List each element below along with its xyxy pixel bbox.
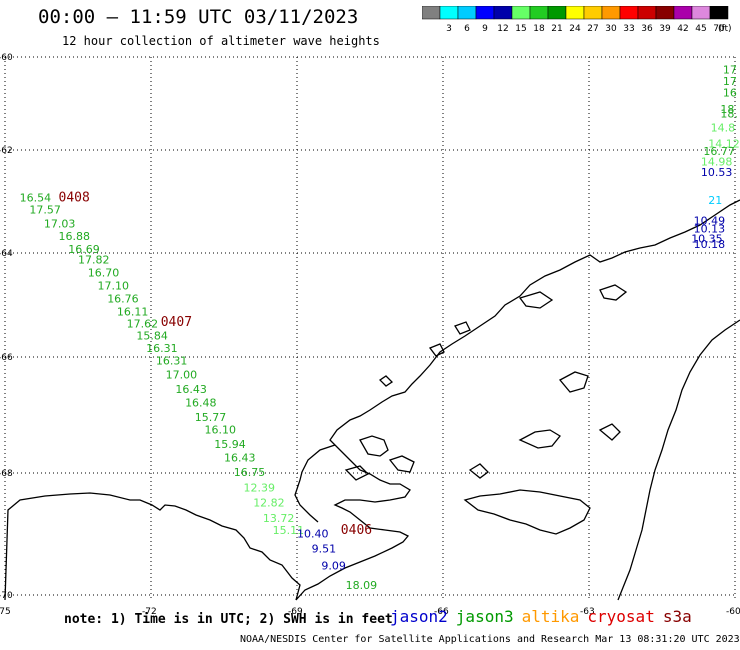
swh-value: 16.77 bbox=[703, 145, 735, 158]
colorbar-tick-label: 45 bbox=[695, 24, 706, 34]
swh-value: 10.13 bbox=[694, 222, 726, 235]
time-label: 0408 bbox=[59, 191, 90, 206]
swh-value: 16.48 bbox=[185, 396, 217, 409]
lon-tick-label: -60 bbox=[726, 607, 740, 617]
satellite-cryosat: cryosat bbox=[587, 607, 655, 626]
swh-value: 17 bbox=[723, 75, 737, 88]
swh-value: 16 bbox=[723, 87, 737, 100]
swh-value: 14.8 bbox=[711, 121, 736, 134]
swh-value: 17.10 bbox=[97, 279, 129, 292]
edge-track-values: 1717161818.14.814.1216.7714.9810.532110.… bbox=[691, 63, 740, 251]
swh-value: 14.12 bbox=[708, 138, 740, 151]
satellite-jason2: jason2 bbox=[390, 607, 448, 626]
colorbar-tick-label: 21 bbox=[551, 24, 562, 34]
colorbar-tick-label: 3 bbox=[446, 24, 452, 34]
units-note: note: 1) Time is in UTC; 2) SWH is in fe… bbox=[64, 612, 393, 627]
lon-tick-label: -66 bbox=[434, 607, 449, 617]
swh-value: 15.84 bbox=[136, 329, 168, 342]
lon-tick-label: -69 bbox=[288, 607, 303, 617]
swh-value: 10.53 bbox=[701, 166, 733, 179]
swh-value: 10.35 bbox=[691, 233, 723, 246]
swh-value: 16.54 bbox=[20, 192, 51, 205]
swh-value: 16.31 bbox=[146, 342, 178, 355]
swh-value: 13.72 bbox=[263, 512, 295, 525]
colorbar-tick-label: 30 bbox=[605, 24, 617, 34]
swh-value: 12.82 bbox=[253, 497, 285, 510]
satellite-s3a: s3a bbox=[662, 607, 692, 626]
swh-value: 16.10 bbox=[205, 424, 237, 437]
colorbar-tick-label: 15 bbox=[515, 24, 526, 34]
satellite-jason3: jason3 bbox=[455, 607, 514, 626]
lat-tick-label: -70 bbox=[0, 591, 13, 601]
colorbar-tick-label: 9 bbox=[482, 24, 488, 34]
lon-tick-label: -72 bbox=[142, 607, 157, 617]
lon-tick-label: -75 bbox=[0, 607, 11, 617]
colorbar-swatch bbox=[709, 6, 729, 20]
colorbar-tick-label: 42 bbox=[677, 24, 688, 34]
colorbar-tick-label: 36 bbox=[641, 24, 653, 34]
colorbar-tick-label: 33 bbox=[623, 24, 634, 34]
lat-tick-label: -66 bbox=[0, 353, 13, 363]
swh-value: 10.49 bbox=[694, 215, 726, 228]
map-subtitle: 12 hour collection of altimeter wave hei… bbox=[62, 34, 380, 48]
swh-value: 12.39 bbox=[243, 481, 275, 494]
longitude-labels: -75 -72 -69 -66 -63 -60 bbox=[0, 607, 740, 617]
lat-tick-label: -68 bbox=[0, 469, 13, 479]
swh-value: 17.82 bbox=[78, 253, 110, 266]
time-label: 0406 bbox=[341, 523, 372, 538]
colorbar-tick-label: 18 bbox=[533, 24, 545, 34]
lat-tick-label: -62 bbox=[0, 146, 13, 156]
swh-value: 16.69 bbox=[68, 243, 100, 256]
swh-value: 14.98 bbox=[701, 155, 733, 168]
swh-value: 16.43 bbox=[175, 383, 207, 396]
colorbar-unit: (ft) bbox=[718, 24, 732, 34]
time-label: 0407 bbox=[161, 315, 192, 330]
swh-value: 18.09 bbox=[346, 579, 378, 592]
swh-value: 16.75 bbox=[234, 466, 266, 479]
lon-tick-label: -63 bbox=[580, 607, 595, 617]
swh-value: 16.70 bbox=[88, 266, 120, 279]
satellite-altika: altika bbox=[521, 607, 580, 626]
swh-value: 17.03 bbox=[44, 217, 76, 230]
swh-value: 9.09 bbox=[321, 559, 346, 572]
swh-value: 10.40 bbox=[297, 528, 329, 541]
colorbar-tick-label: 39 bbox=[659, 24, 671, 34]
swh-value: 15.77 bbox=[195, 411, 227, 424]
swh-value: 16.31 bbox=[156, 355, 188, 368]
swh-value: 15.94 bbox=[214, 438, 246, 451]
colorbar-tick-label: 6 bbox=[464, 24, 470, 34]
swh-value: 21 bbox=[708, 194, 722, 207]
antarctic-coastline bbox=[4, 199, 740, 601]
time-labels: 0408 0407 0406 bbox=[59, 191, 373, 539]
colorbar-tick-label: 24 bbox=[569, 24, 581, 34]
swh-value: 17.57 bbox=[29, 203, 61, 216]
swh-value: 18. bbox=[720, 107, 738, 120]
swh-value: 16.11 bbox=[117, 305, 149, 318]
latitude-labels: -60 -62 -64 -66 -68 -70 bbox=[0, 53, 13, 601]
colorbar-tick-label: 12 bbox=[497, 24, 508, 34]
colorbar-tick-label: 70 bbox=[713, 24, 725, 34]
swh-value: 15.11 bbox=[273, 524, 305, 537]
wave-height-colorbar: 3 6 9 12 15 18 21 24 27 30 33 36 39 42 45 70(ft) bbox=[422, 6, 732, 34]
swh-value: 18 bbox=[720, 103, 734, 116]
swh-value: 16.43 bbox=[224, 451, 256, 464]
swh-value: 9.51 bbox=[312, 542, 337, 555]
swh-value: 16.88 bbox=[59, 230, 91, 243]
lat-tick-label: -64 bbox=[0, 249, 13, 259]
swh-value: 10.18 bbox=[694, 238, 726, 251]
map-title: 00:00 – 11:59 UTC 03/11/2023 bbox=[38, 6, 359, 28]
footer-credit: NOAA/NESDIS Center for Satellite Applica… bbox=[240, 634, 740, 645]
swh-value: 16.76 bbox=[107, 292, 139, 305]
swh-value: 17.00 bbox=[166, 368, 198, 381]
swh-value: 17.62 bbox=[127, 317, 158, 330]
lat-lon-grid bbox=[4, 56, 736, 600]
colorbar-tick-label: 27 bbox=[587, 24, 598, 34]
altimeter-track: 16.5417.5717.0316.8816.6917.8216.7017.10… bbox=[20, 192, 378, 592]
satellite-legend: jason2 jason3 altika cryosat s3a bbox=[390, 607, 700, 626]
swh-value: 17 bbox=[723, 63, 737, 76]
lat-tick-label: -60 bbox=[0, 53, 13, 63]
